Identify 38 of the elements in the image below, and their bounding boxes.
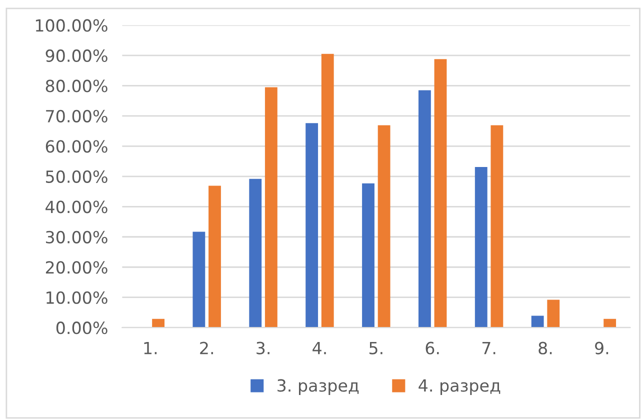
y-tick-label: 30.00% xyxy=(46,230,108,244)
x-tick-label: 7. xyxy=(482,342,496,354)
x-tick-label: 2. xyxy=(200,342,213,354)
bar xyxy=(531,316,544,328)
y-tick-label: 20.00% xyxy=(46,261,108,274)
bar xyxy=(208,186,221,328)
bar xyxy=(306,123,318,328)
y-tick-label: 0.00% xyxy=(56,322,108,334)
y-tick-label: 80.00% xyxy=(46,80,108,92)
x-tick-label: 8. xyxy=(538,342,552,354)
y-tick-label: 60.00% xyxy=(46,140,108,153)
y-tick-label: 40.00% xyxy=(46,200,108,214)
y-tick-label: 10.00% xyxy=(46,291,108,304)
bar xyxy=(434,59,447,328)
x-tick-label: 6. xyxy=(426,342,439,354)
bar xyxy=(152,318,164,328)
bar xyxy=(192,232,206,328)
legend-label: 3. разред xyxy=(278,379,359,396)
bar xyxy=(378,125,390,328)
x-tick-label: 9. xyxy=(595,342,608,354)
y-tick-label: 100.00% xyxy=(36,19,108,32)
bar xyxy=(362,183,374,328)
legend-label: 4. разред xyxy=(418,379,500,396)
bar xyxy=(418,90,431,328)
bar xyxy=(474,167,488,328)
x-tick-label: 4. xyxy=(312,342,326,354)
bar xyxy=(264,87,278,328)
y-tick-label: 90.00% xyxy=(46,49,108,62)
bar xyxy=(547,300,560,328)
bar xyxy=(321,54,334,328)
bar xyxy=(249,178,262,328)
bar xyxy=(490,125,504,328)
x-tick-label: 5. xyxy=(369,342,382,354)
y-tick-label: 70.00% xyxy=(46,110,108,122)
y-tick-label: 50.00% xyxy=(46,170,108,183)
x-tick-label: 1. xyxy=(144,342,157,354)
bar xyxy=(604,318,616,328)
x-tick-label: 3. xyxy=(256,342,270,354)
